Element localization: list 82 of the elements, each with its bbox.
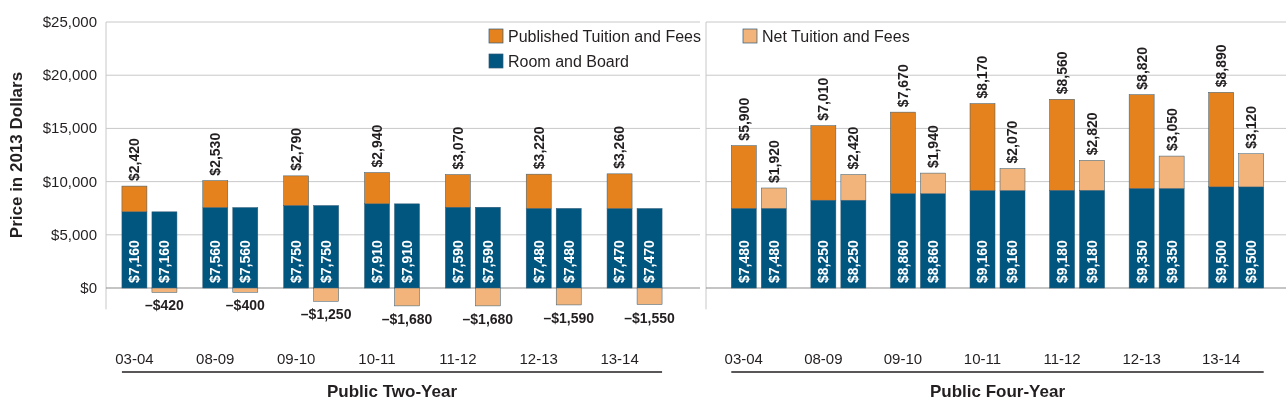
data-label: $7,750 (288, 239, 305, 284)
data-label: $2,820 (1083, 112, 1100, 156)
data-label: $8,860 (924, 239, 941, 284)
x-axis-title: Public Two-Year (326, 382, 458, 401)
x-tick-label: 11-12 (439, 350, 477, 367)
data-label: $9,350 (1163, 239, 1180, 284)
data-label: $1,940 (924, 125, 941, 169)
data-label: $9,350 (1133, 239, 1150, 284)
data-label: –$1,250 (300, 306, 352, 323)
y-tick-label: $10,000 (42, 172, 97, 190)
data-label: $8,250 (815, 239, 832, 284)
data-label: –$1,550 (624, 309, 676, 326)
data-label: $2,790 (288, 127, 305, 171)
data-label: $7,590 (449, 239, 466, 284)
x-tick-label: 10-11 (358, 350, 396, 367)
y-tick-label: $0 (80, 279, 97, 297)
y-axis-title: Price in 2013 Dollars (7, 71, 26, 239)
x-axis-title: Public Four-Year (929, 382, 1066, 401)
data-label: $2,070 (1004, 120, 1021, 164)
data-label: $7,470 (611, 239, 628, 284)
data-label: $7,470 (641, 239, 658, 284)
data-label: $5,900 (735, 97, 752, 141)
data-label: $3,070 (449, 126, 466, 170)
x-tick-label: 12-13 (519, 350, 558, 367)
x-tick-label: 13-14 (600, 350, 639, 367)
data-label: $8,820 (1133, 46, 1150, 90)
data-label: $9,160 (974, 239, 991, 284)
data-label: –$1,680 (381, 310, 433, 327)
data-label: $7,750 (318, 239, 335, 284)
y-tick-label: $5,000 (51, 225, 97, 243)
legend-label: Room and Board (508, 53, 629, 70)
data-label: $7,910 (398, 239, 415, 284)
data-label: $9,180 (1053, 239, 1070, 284)
data-label: $7,670 (894, 64, 911, 108)
data-label: $8,250 (845, 239, 862, 284)
data-label: $7,480 (530, 239, 547, 284)
data-label: $8,860 (894, 239, 911, 284)
data-label: $7,560 (207, 239, 224, 284)
x-tick-label: 09-10 (883, 350, 923, 367)
data-label: $7,480 (735, 239, 752, 284)
data-label: $3,260 (611, 125, 628, 169)
data-label: $2,420 (126, 138, 143, 182)
data-label: $3,050 (1163, 108, 1180, 152)
data-label: $9,160 (1004, 239, 1021, 284)
data-label: $3,120 (1243, 105, 1260, 149)
x-tick-label: 03-04 (724, 350, 763, 367)
data-label: $7,160 (126, 239, 143, 284)
x-tick-label: 03-04 (115, 350, 154, 367)
data-label: $9,180 (1083, 239, 1100, 284)
data-label: –$1,590 (543, 309, 595, 326)
x-tick-label: 09-10 (276, 350, 316, 367)
data-label: $3,220 (530, 126, 547, 170)
data-label: $1,920 (765, 139, 782, 183)
x-tick-label: 08-09 (804, 350, 843, 367)
data-label: $7,010 (815, 77, 832, 121)
legend-label: Net Tuition and Fees (762, 28, 910, 45)
legend-label: Published Tuition and Fees (508, 28, 702, 45)
data-label: $7,160 (156, 239, 173, 284)
y-tick-label: $20,000 (42, 66, 97, 84)
data-label: –$1,680 (462, 310, 514, 327)
data-label: $8,170 (974, 55, 991, 99)
data-label: $7,910 (368, 239, 385, 284)
data-label: $7,480 (765, 239, 782, 284)
data-label: $2,420 (845, 126, 862, 170)
data-label: $9,500 (1213, 239, 1230, 284)
data-label: $7,560 (237, 239, 254, 284)
data-label: $7,590 (479, 239, 496, 284)
x-tick-label: 12-13 (1122, 350, 1161, 367)
data-label: $7,480 (560, 239, 577, 284)
data-label: $8,560 (1053, 51, 1070, 95)
data-label: $9,500 (1243, 239, 1260, 284)
data-label: –$420 (144, 297, 185, 314)
x-tick-label: 10-11 (963, 350, 1002, 367)
data-label: –$400 (225, 297, 265, 314)
x-tick-label: 08-09 (196, 350, 235, 367)
data-label: $8,890 (1213, 44, 1230, 88)
y-tick-label: $15,000 (42, 119, 97, 137)
y-tick-label: $25,000 (42, 13, 97, 30)
x-tick-label: 13-14 (1202, 350, 1241, 367)
data-label: $2,530 (207, 132, 224, 176)
data-label: $2,940 (368, 124, 385, 168)
x-tick-label: 11-12 (1043, 350, 1081, 367)
